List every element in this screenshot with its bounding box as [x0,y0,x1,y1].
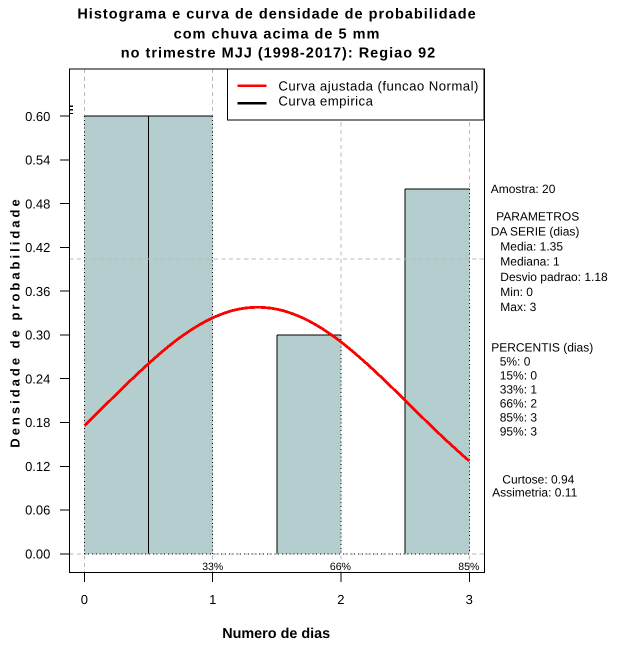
svg-text:Max: 3: Max: 3 [500,300,536,314]
svg-text:Curtose: 0.94: Curtose: 0.94 [502,472,574,486]
svg-text:0.42: 0.42 [25,240,50,255]
svg-text:0.60: 0.60 [25,109,50,124]
svg-text:0.30: 0.30 [25,328,50,343]
svg-text:5%: 0: 5%: 0 [500,354,531,368]
svg-text:66%: 2: 66%: 2 [500,396,538,410]
svg-text:Numero de dias: Numero de dias [222,626,330,642]
svg-text:no trimestre MJJ (1998-2017):: no trimestre MJJ (1998-2017): Regiao 92 [121,45,436,61]
svg-text:95%: 3: 95%: 3 [500,424,538,438]
svg-text:0.48: 0.48 [25,196,50,211]
svg-text:Min: 0: Min: 0 [500,285,533,299]
svg-text:85%: 85% [458,561,479,573]
svg-text:0.18: 0.18 [25,415,50,430]
svg-text:0.12: 0.12 [25,459,50,474]
svg-text:2: 2 [337,592,344,607]
svg-text:0.24: 0.24 [25,371,50,386]
svg-text:Media: 1.35: Media: 1.35 [500,240,563,254]
svg-text:Curva empirica: Curva empirica [278,94,373,109]
svg-text:33%: 33% [202,561,223,573]
svg-text:DA SERIE (dias): DA SERIE (dias) [491,225,580,239]
svg-text:15%: 0: 15%: 0 [500,368,538,382]
svg-text:0: 0 [81,592,88,607]
svg-text:0.06: 0.06 [25,503,50,518]
svg-text:Curva ajustada (funcao Normal): Curva ajustada (funcao Normal) [278,78,478,93]
svg-text:0.36: 0.36 [25,284,50,299]
svg-text:Densidade de probabilidade: Densidade de probabilidade [8,196,23,447]
svg-text:Mediana: 1: Mediana: 1 [500,255,560,269]
svg-text:Desvio padrao: 1.18: Desvio padrao: 1.18 [500,270,608,284]
svg-text:0.54: 0.54 [25,153,50,168]
svg-text:com chuva acima de 5 mm: com chuva acima de 5 mm [174,26,381,42]
svg-text:85%: 3: 85%: 3 [500,410,538,424]
svg-text:PARAMETROS: PARAMETROS [496,210,579,224]
svg-text:0.00: 0.00 [25,547,50,562]
svg-text:33%: 1: 33%: 1 [500,382,538,396]
svg-text:1: 1 [209,592,216,607]
svg-text:66%: 66% [330,561,351,573]
svg-text:Histograma e curva de densidad: Histograma e curva de densidade de proba… [77,7,476,23]
svg-text:Amostra: 20: Amostra: 20 [491,182,556,196]
svg-text:PERCENTIS (dias): PERCENTIS (dias) [491,341,593,355]
svg-text:3: 3 [466,592,473,607]
svg-text:Assimetria: 0.11: Assimetria: 0.11 [492,486,577,500]
